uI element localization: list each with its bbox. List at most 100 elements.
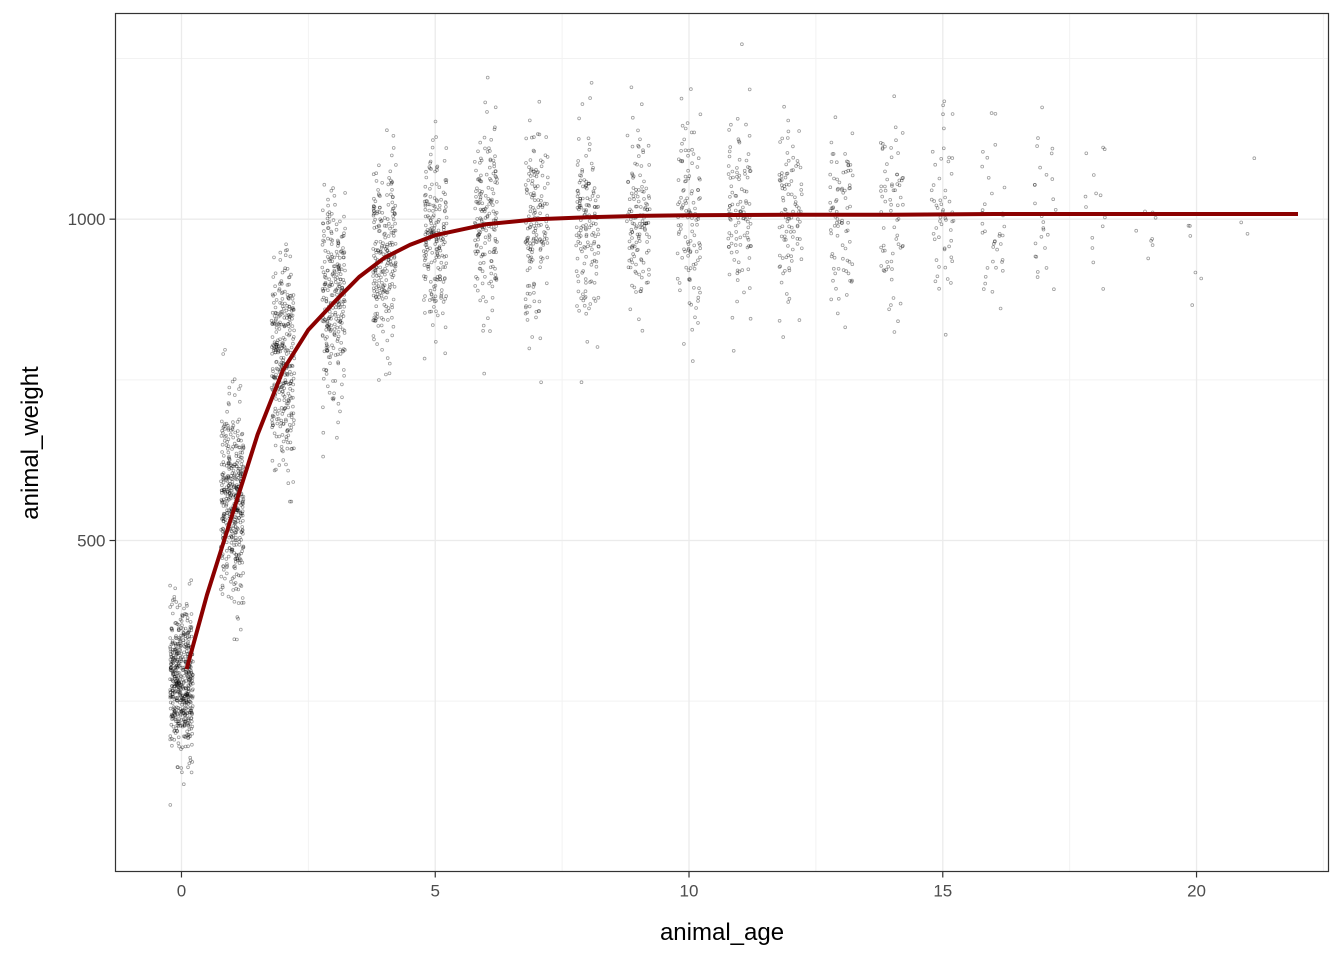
data-point — [329, 327, 333, 332]
data-point — [186, 669, 191, 674]
data-point — [184, 698, 189, 702]
data-point — [172, 709, 177, 714]
data-point — [230, 535, 234, 539]
data-point — [423, 243, 428, 247]
data-point — [280, 383, 285, 388]
data-point — [475, 249, 480, 254]
data-point — [377, 286, 382, 291]
data-point — [338, 318, 343, 323]
data-point — [178, 713, 183, 718]
data-point — [226, 461, 231, 466]
data-point — [335, 337, 340, 341]
data-point — [182, 703, 187, 707]
data-point — [181, 613, 185, 618]
data-point — [174, 678, 179, 683]
data-point — [328, 361, 332, 366]
data-point — [189, 716, 194, 721]
data-point — [282, 337, 287, 342]
data-point — [173, 648, 178, 652]
data-point — [430, 145, 435, 150]
data-point — [171, 707, 176, 712]
data-point — [342, 304, 347, 309]
data-point — [336, 244, 340, 248]
data-point — [340, 395, 344, 400]
data-point — [171, 716, 176, 721]
data-point — [234, 443, 239, 448]
data-point — [183, 654, 188, 659]
data-point — [188, 624, 193, 629]
data-point — [188, 699, 193, 704]
data-point — [175, 723, 180, 728]
data-point — [283, 373, 287, 377]
data-point — [432, 277, 437, 281]
data-point — [228, 493, 233, 498]
data-point — [383, 266, 387, 271]
data-point — [343, 191, 347, 195]
data-point — [473, 238, 477, 243]
data-point — [475, 217, 480, 221]
data-point — [272, 300, 276, 305]
data-point — [179, 633, 183, 638]
data-point — [333, 379, 338, 383]
data-point — [379, 218, 384, 223]
data-point — [284, 419, 288, 423]
data-point — [290, 316, 294, 321]
data-point — [235, 508, 240, 513]
data-point — [424, 199, 429, 203]
data-point — [233, 517, 237, 522]
data-point — [172, 697, 177, 702]
data-point — [178, 636, 183, 641]
data-point — [282, 386, 287, 391]
data-point — [321, 319, 326, 324]
data-point — [331, 379, 335, 383]
data-point — [240, 432, 244, 437]
data-point — [333, 353, 338, 357]
data-point — [271, 369, 275, 374]
data-point — [320, 208, 325, 213]
data-point — [342, 297, 346, 302]
data-point — [279, 346, 283, 351]
data-point — [235, 420, 240, 424]
data-point — [333, 333, 337, 338]
data-point — [477, 178, 482, 182]
data-point — [393, 242, 398, 246]
data-point — [337, 269, 342, 274]
data-point — [190, 704, 195, 708]
data-point — [324, 368, 328, 373]
data-point — [288, 294, 292, 298]
data-point — [279, 312, 283, 316]
data-point — [238, 445, 242, 450]
data-point — [224, 520, 228, 525]
data-point — [186, 635, 190, 640]
data-point — [371, 172, 376, 177]
data-point — [225, 409, 229, 414]
data-point — [239, 551, 243, 556]
data-point — [169, 660, 174, 664]
data-point — [336, 240, 341, 244]
data-point — [236, 508, 240, 513]
data-point — [180, 614, 185, 619]
data-point — [329, 252, 334, 257]
data-point — [272, 321, 276, 326]
data-point — [325, 349, 329, 353]
data-point — [170, 649, 175, 654]
data-point — [479, 217, 484, 222]
data-point — [387, 287, 391, 291]
data-point — [277, 288, 281, 293]
data-point — [425, 228, 430, 232]
data-point — [491, 209, 496, 214]
data-point — [175, 681, 179, 686]
data-point — [239, 627, 243, 632]
data-point — [338, 277, 343, 282]
data-point — [374, 179, 379, 183]
data-point — [227, 391, 232, 396]
data-point — [330, 255, 335, 259]
data-point — [278, 250, 283, 255]
data-point — [221, 425, 226, 430]
data-point — [339, 316, 344, 320]
data-point — [482, 252, 487, 257]
data-point — [175, 698, 180, 703]
data-point — [286, 468, 290, 473]
data-point — [331, 186, 335, 190]
data-point — [382, 216, 387, 220]
